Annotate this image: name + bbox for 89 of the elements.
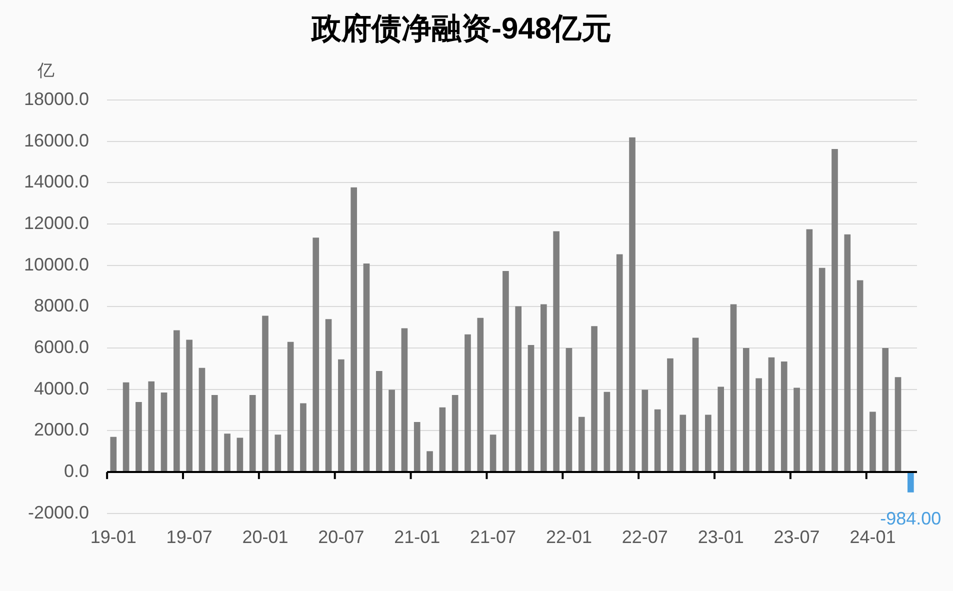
x-tick-label: 21-01	[394, 527, 440, 548]
bar	[325, 319, 332, 472]
bar	[894, 377, 902, 472]
bar	[224, 434, 230, 472]
bar	[262, 316, 268, 472]
bar	[780, 361, 788, 472]
bar	[604, 392, 610, 472]
x-tick-label: 21-07	[470, 527, 516, 548]
y-tick-label: 0.0	[64, 461, 90, 482]
bar	[122, 382, 130, 472]
bar	[249, 394, 256, 472]
x-tick-label: 22-07	[622, 527, 668, 548]
y-axis-title: 亿	[36, 61, 54, 80]
bar	[566, 348, 572, 472]
bar	[376, 370, 382, 472]
bar	[794, 388, 800, 472]
bar	[110, 436, 117, 472]
bar	[705, 414, 712, 472]
bar	[856, 280, 864, 472]
bar	[363, 264, 370, 472]
x-tick-label: 20-07	[318, 527, 364, 548]
x-tick-label: 23-01	[698, 527, 744, 548]
x-tick-label: 22-01	[546, 527, 592, 548]
bar	[667, 358, 674, 472]
bar	[528, 344, 534, 472]
bar	[439, 407, 446, 472]
bar	[300, 403, 306, 472]
bar	[756, 378, 762, 472]
y-tick-label: 6000.0	[34, 337, 90, 358]
bar	[832, 148, 838, 472]
x-tick-label: 20-01	[242, 527, 288, 548]
y-tick-label: 4000.0	[34, 378, 90, 398]
bar	[136, 402, 142, 472]
bar	[464, 334, 471, 472]
bar	[742, 348, 750, 472]
bar	[768, 357, 775, 472]
bar	[692, 338, 699, 472]
bar	[908, 472, 914, 492]
data-label: -984.00	[880, 508, 942, 528]
bar	[426, 451, 433, 472]
bar	[806, 229, 813, 472]
bar	[211, 394, 218, 472]
bar	[591, 326, 598, 472]
bar	[414, 422, 420, 472]
bar	[642, 390, 648, 472]
bar	[452, 394, 458, 472]
bar	[553, 231, 560, 472]
bar	[312, 238, 320, 472]
bar	[578, 416, 585, 472]
bar	[338, 359, 344, 472]
bar	[629, 137, 636, 472]
bar	[236, 438, 244, 472]
bar	[186, 340, 192, 472]
bar	[680, 414, 686, 472]
bar	[174, 330, 180, 472]
chart-title: 政府债净融资-948亿元	[310, 11, 612, 46]
y-tick-label: 18000.0	[24, 88, 90, 109]
bar	[730, 304, 737, 472]
y-tick-label: -2000.0	[28, 502, 90, 522]
bar	[274, 434, 282, 472]
bar	[477, 318, 484, 472]
x-tick-label: 23-07	[774, 527, 820, 548]
x-tick-label: 19-07	[166, 527, 212, 548]
bar	[388, 390, 395, 472]
bar	[148, 381, 155, 472]
bar	[502, 270, 509, 472]
bar	[350, 187, 358, 472]
bar	[287, 342, 294, 472]
y-tick-label: 14000.0	[24, 172, 90, 192]
bar	[882, 348, 889, 472]
bar	[515, 306, 522, 472]
bar	[654, 409, 661, 472]
x-tick-label: 19-01	[90, 527, 136, 548]
y-tick-label: 16000.0	[24, 130, 90, 150]
bar	[844, 234, 851, 472]
bar	[401, 328, 408, 472]
bar	[198, 368, 206, 472]
bar	[490, 434, 496, 472]
y-tick-label: 10000.0	[24, 254, 90, 274]
bar	[540, 304, 547, 472]
bar	[160, 392, 168, 472]
y-tick-label: 2000.0	[34, 420, 90, 440]
bar	[616, 254, 623, 472]
y-tick-label: 12000.0	[24, 212, 90, 233]
x-tick-label: 24-01	[850, 527, 896, 548]
bar	[870, 412, 876, 472]
bar	[718, 386, 724, 472]
y-tick-label: 8000.0	[34, 296, 90, 316]
bar	[818, 268, 826, 472]
